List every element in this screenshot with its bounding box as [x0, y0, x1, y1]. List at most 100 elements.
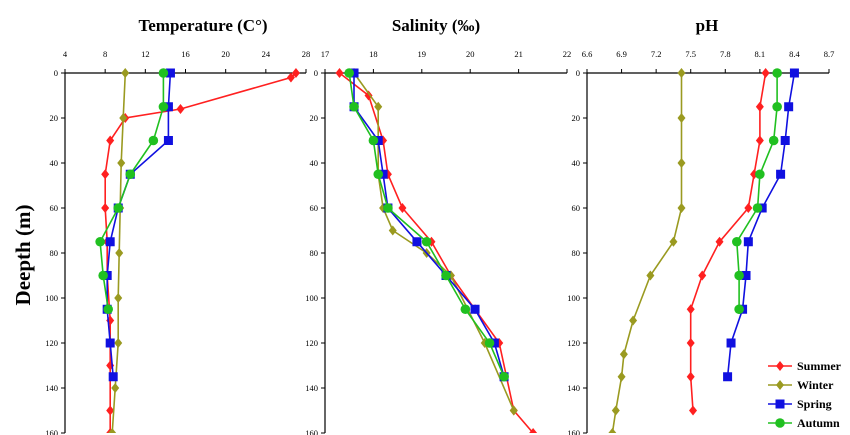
- y-tick-label: 40: [50, 158, 59, 168]
- x-tick-label: 24: [262, 49, 271, 59]
- data-point-autumn: [113, 203, 124, 213]
- x-tick-label: 21: [514, 49, 523, 59]
- x-tick-label: 7.2: [651, 49, 662, 59]
- x-tick-label: 12: [141, 49, 150, 59]
- legend-label: Spring: [797, 397, 832, 411]
- data-point-summer: [106, 405, 115, 416]
- series-autumn: [344, 68, 509, 382]
- data-point-winter: [119, 113, 128, 123]
- data-point-autumn: [441, 270, 451, 281]
- data-point-autumn: [158, 68, 169, 78]
- data-point-autumn: [148, 135, 159, 146]
- data-point-autumn: [460, 304, 471, 315]
- data-point-autumn: [103, 304, 113, 315]
- data-point-summer: [364, 90, 373, 101]
- legend-label: Winter: [797, 378, 834, 392]
- legend-item-autumn: Autumn: [768, 416, 840, 430]
- y-tick-label: 160: [45, 428, 58, 435]
- data-point-summer: [755, 135, 764, 146]
- series-line-autumn: [99, 73, 165, 310]
- data-point-autumn: [484, 338, 495, 348]
- data-point-autumn: [95, 236, 105, 247]
- data-point-autumn: [734, 270, 744, 281]
- data-point-summer: [686, 304, 695, 315]
- data-point-summer: [715, 236, 724, 247]
- legend-label: Summer: [797, 359, 842, 373]
- y-tick-label: 0: [314, 68, 318, 78]
- y-tick-label: 80: [50, 248, 59, 258]
- series-line-summer: [689, 72, 767, 411]
- y-tick-label: 20: [572, 113, 581, 123]
- data-point-summer: [761, 68, 770, 78]
- data-point-winter: [677, 158, 686, 168]
- data-point-spring: [105, 237, 115, 247]
- x-tick-label: 7.8: [720, 49, 731, 59]
- data-point-spring: [108, 372, 118, 382]
- data-point-spring: [163, 102, 173, 112]
- chart-title: pH: [696, 16, 719, 35]
- data-point-autumn: [772, 68, 782, 78]
- chart-panel-2: Salinity (‰) 17 18 19 20 21 22 0 20 40 60 80 100 120 1…: [305, 16, 571, 435]
- y-tick-label: 140: [305, 383, 318, 393]
- x-tick-label: 6.9: [616, 49, 627, 59]
- chart-title: Salinity (‰): [392, 16, 480, 35]
- data-point-summer: [106, 135, 115, 146]
- plot-area: [335, 68, 538, 433]
- data-point-spring: [373, 136, 383, 145]
- chart-panel-3: pH 6.6 6.9 7.2 7.5 7.8 8.1 8.4 8.7 0 20 40 60 80 100 12…: [567, 16, 834, 435]
- series-line-summer: [104, 72, 297, 433]
- y-tick-label: 100: [305, 293, 318, 303]
- data-point-winter: [114, 293, 123, 303]
- y-tick-label: 140: [45, 383, 58, 393]
- data-point-winter: [117, 158, 126, 168]
- data-point-winter: [108, 428, 117, 433]
- data-point-summer: [686, 338, 695, 348]
- y-tick-label: 80: [310, 248, 319, 258]
- legend-marker-winter: [776, 380, 784, 390]
- data-point-summer: [686, 371, 695, 382]
- data-point-summer: [291, 68, 300, 78]
- series-autumn: [732, 68, 782, 315]
- data-point-winter: [646, 270, 655, 281]
- data-point-autumn: [344, 68, 355, 78]
- data-point-summer: [398, 203, 407, 213]
- series-summer: [686, 68, 770, 416]
- plot-area: [608, 68, 799, 433]
- data-point-winter: [677, 68, 686, 78]
- data-point-spring: [726, 338, 736, 348]
- data-point-autumn: [125, 169, 136, 180]
- x-tick-label: 8.4: [789, 49, 800, 59]
- data-point-autumn: [755, 169, 765, 180]
- y-tick-label: 100: [567, 293, 580, 303]
- series-spring: [349, 68, 509, 382]
- data-point-summer: [101, 203, 110, 213]
- data-point-summer: [698, 270, 707, 281]
- data-point-autumn: [158, 101, 169, 112]
- data-point-winter: [608, 428, 617, 433]
- data-point-winter: [114, 338, 123, 348]
- legend-item-summer: Summer: [768, 359, 842, 373]
- data-point-spring: [165, 68, 175, 78]
- data-point-winter: [629, 315, 638, 326]
- data-point-winter: [617, 371, 626, 382]
- y-tick-label: 60: [572, 203, 581, 213]
- x-tick-label: 16: [181, 49, 190, 59]
- data-point-autumn: [734, 304, 744, 315]
- chart-title: Temperature (C°): [138, 16, 267, 35]
- series-line-spring: [106, 72, 172, 377]
- y-tick-label: 100: [45, 293, 58, 303]
- y-tick-label: 60: [50, 203, 59, 213]
- data-point-winter: [611, 405, 620, 416]
- plot-area: [95, 68, 300, 433]
- data-point-winter: [115, 248, 124, 258]
- data-point-spring: [470, 304, 480, 314]
- y-tick-label: 40: [310, 158, 319, 168]
- data-point-autumn: [373, 169, 384, 180]
- data-point-spring: [105, 338, 115, 348]
- x-tick-label: 17: [321, 49, 330, 59]
- data-point-spring: [789, 68, 799, 78]
- series-line-spring: [353, 73, 505, 378]
- legend-marker-autumn: [775, 418, 785, 428]
- data-point-autumn: [368, 135, 379, 146]
